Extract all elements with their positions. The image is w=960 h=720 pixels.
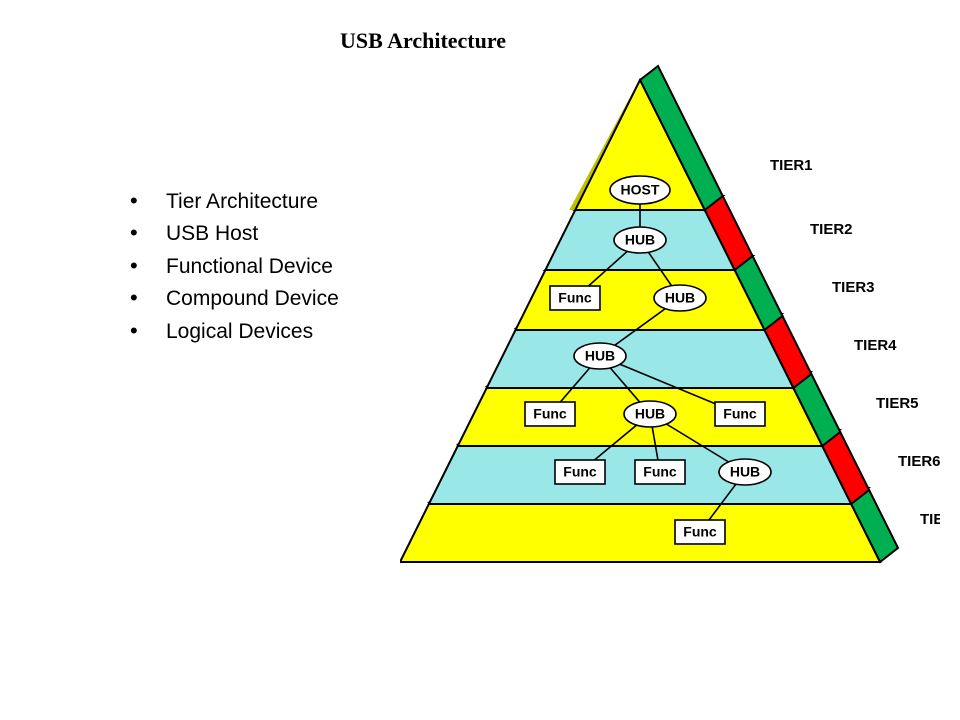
func5a-label: Func (533, 406, 567, 422)
tier-label: TIER1 (770, 157, 813, 174)
hub3-label: HUB (665, 290, 695, 306)
tier-label: TIER2 (810, 221, 853, 238)
host-label: HOST (621, 182, 660, 198)
hub4-label: HUB (585, 348, 615, 364)
func7-label: Func (683, 524, 717, 540)
func5b-label: Func (723, 406, 757, 422)
list-item: •Tier Architecture (130, 185, 339, 217)
tier-label: TIER6 (898, 453, 940, 470)
hub5-label: HUB (635, 406, 665, 422)
tier-label: TIER4 (854, 337, 897, 354)
tier-label: TIER3 (832, 279, 875, 296)
func3-label: Func (558, 290, 592, 306)
tier-label: TIER7 (920, 511, 940, 528)
func6a-label: Func (563, 464, 597, 480)
page-title: USB Architecture (340, 28, 506, 54)
pyramid-diagram: TIER1 TIER2 TIER3 TIER4 TIER5 TIER6 TIER7 HOST H… (400, 60, 940, 660)
hub2-label: HUB (625, 232, 655, 248)
list-item: •USB Host (130, 217, 339, 249)
list-item: •Functional Device (130, 250, 339, 282)
list-item: •Logical Devices (130, 315, 339, 347)
list-item: •Compound Device (130, 282, 339, 314)
hub6-label: HUB (730, 464, 760, 480)
tier-label: TIER5 (876, 395, 919, 412)
bullet-list: •Tier Architecture•USB Host•Functional D… (130, 185, 339, 347)
func6b-label: Func (643, 464, 677, 480)
